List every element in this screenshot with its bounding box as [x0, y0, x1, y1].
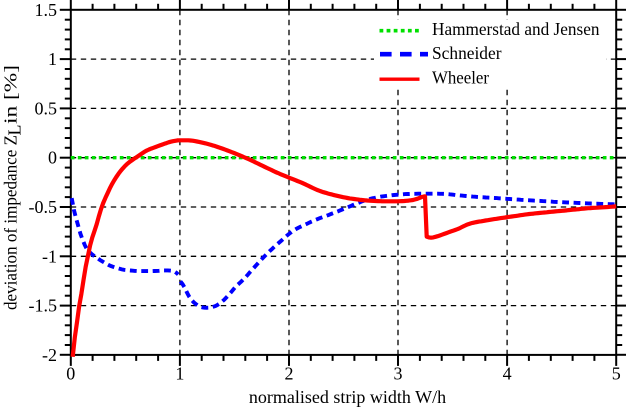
svg-text:0: 0: [48, 148, 57, 168]
svg-text:5: 5: [612, 364, 621, 384]
svg-text:Wheeler: Wheeler: [432, 67, 489, 87]
svg-text:normalised strip width W/h: normalised strip width W/h: [249, 387, 446, 407]
svg-text:3: 3: [394, 364, 403, 384]
svg-text:-2: -2: [42, 345, 57, 365]
svg-text:L: L: [5, 125, 25, 136]
svg-text:1: 1: [175, 364, 184, 384]
svg-text:-1.5: -1.5: [29, 296, 58, 316]
svg-text:1.5: 1.5: [35, 0, 58, 20]
svg-text:Schneider: Schneider: [432, 43, 502, 63]
svg-text:2: 2: [285, 364, 294, 384]
svg-text:4: 4: [503, 364, 512, 384]
svg-text:0: 0: [66, 364, 75, 384]
svg-text:deviation of impedance Z: deviation of impedance Z: [1, 135, 21, 310]
svg-text:in [%]: in [%]: [1, 65, 21, 124]
svg-text:-0.5: -0.5: [29, 197, 58, 217]
svg-text:0.5: 0.5: [35, 98, 58, 118]
svg-text:1: 1: [48, 49, 57, 69]
svg-text:-1: -1: [42, 246, 57, 266]
svg-text:Hammerstad and Jensen: Hammerstad and Jensen: [432, 19, 600, 39]
